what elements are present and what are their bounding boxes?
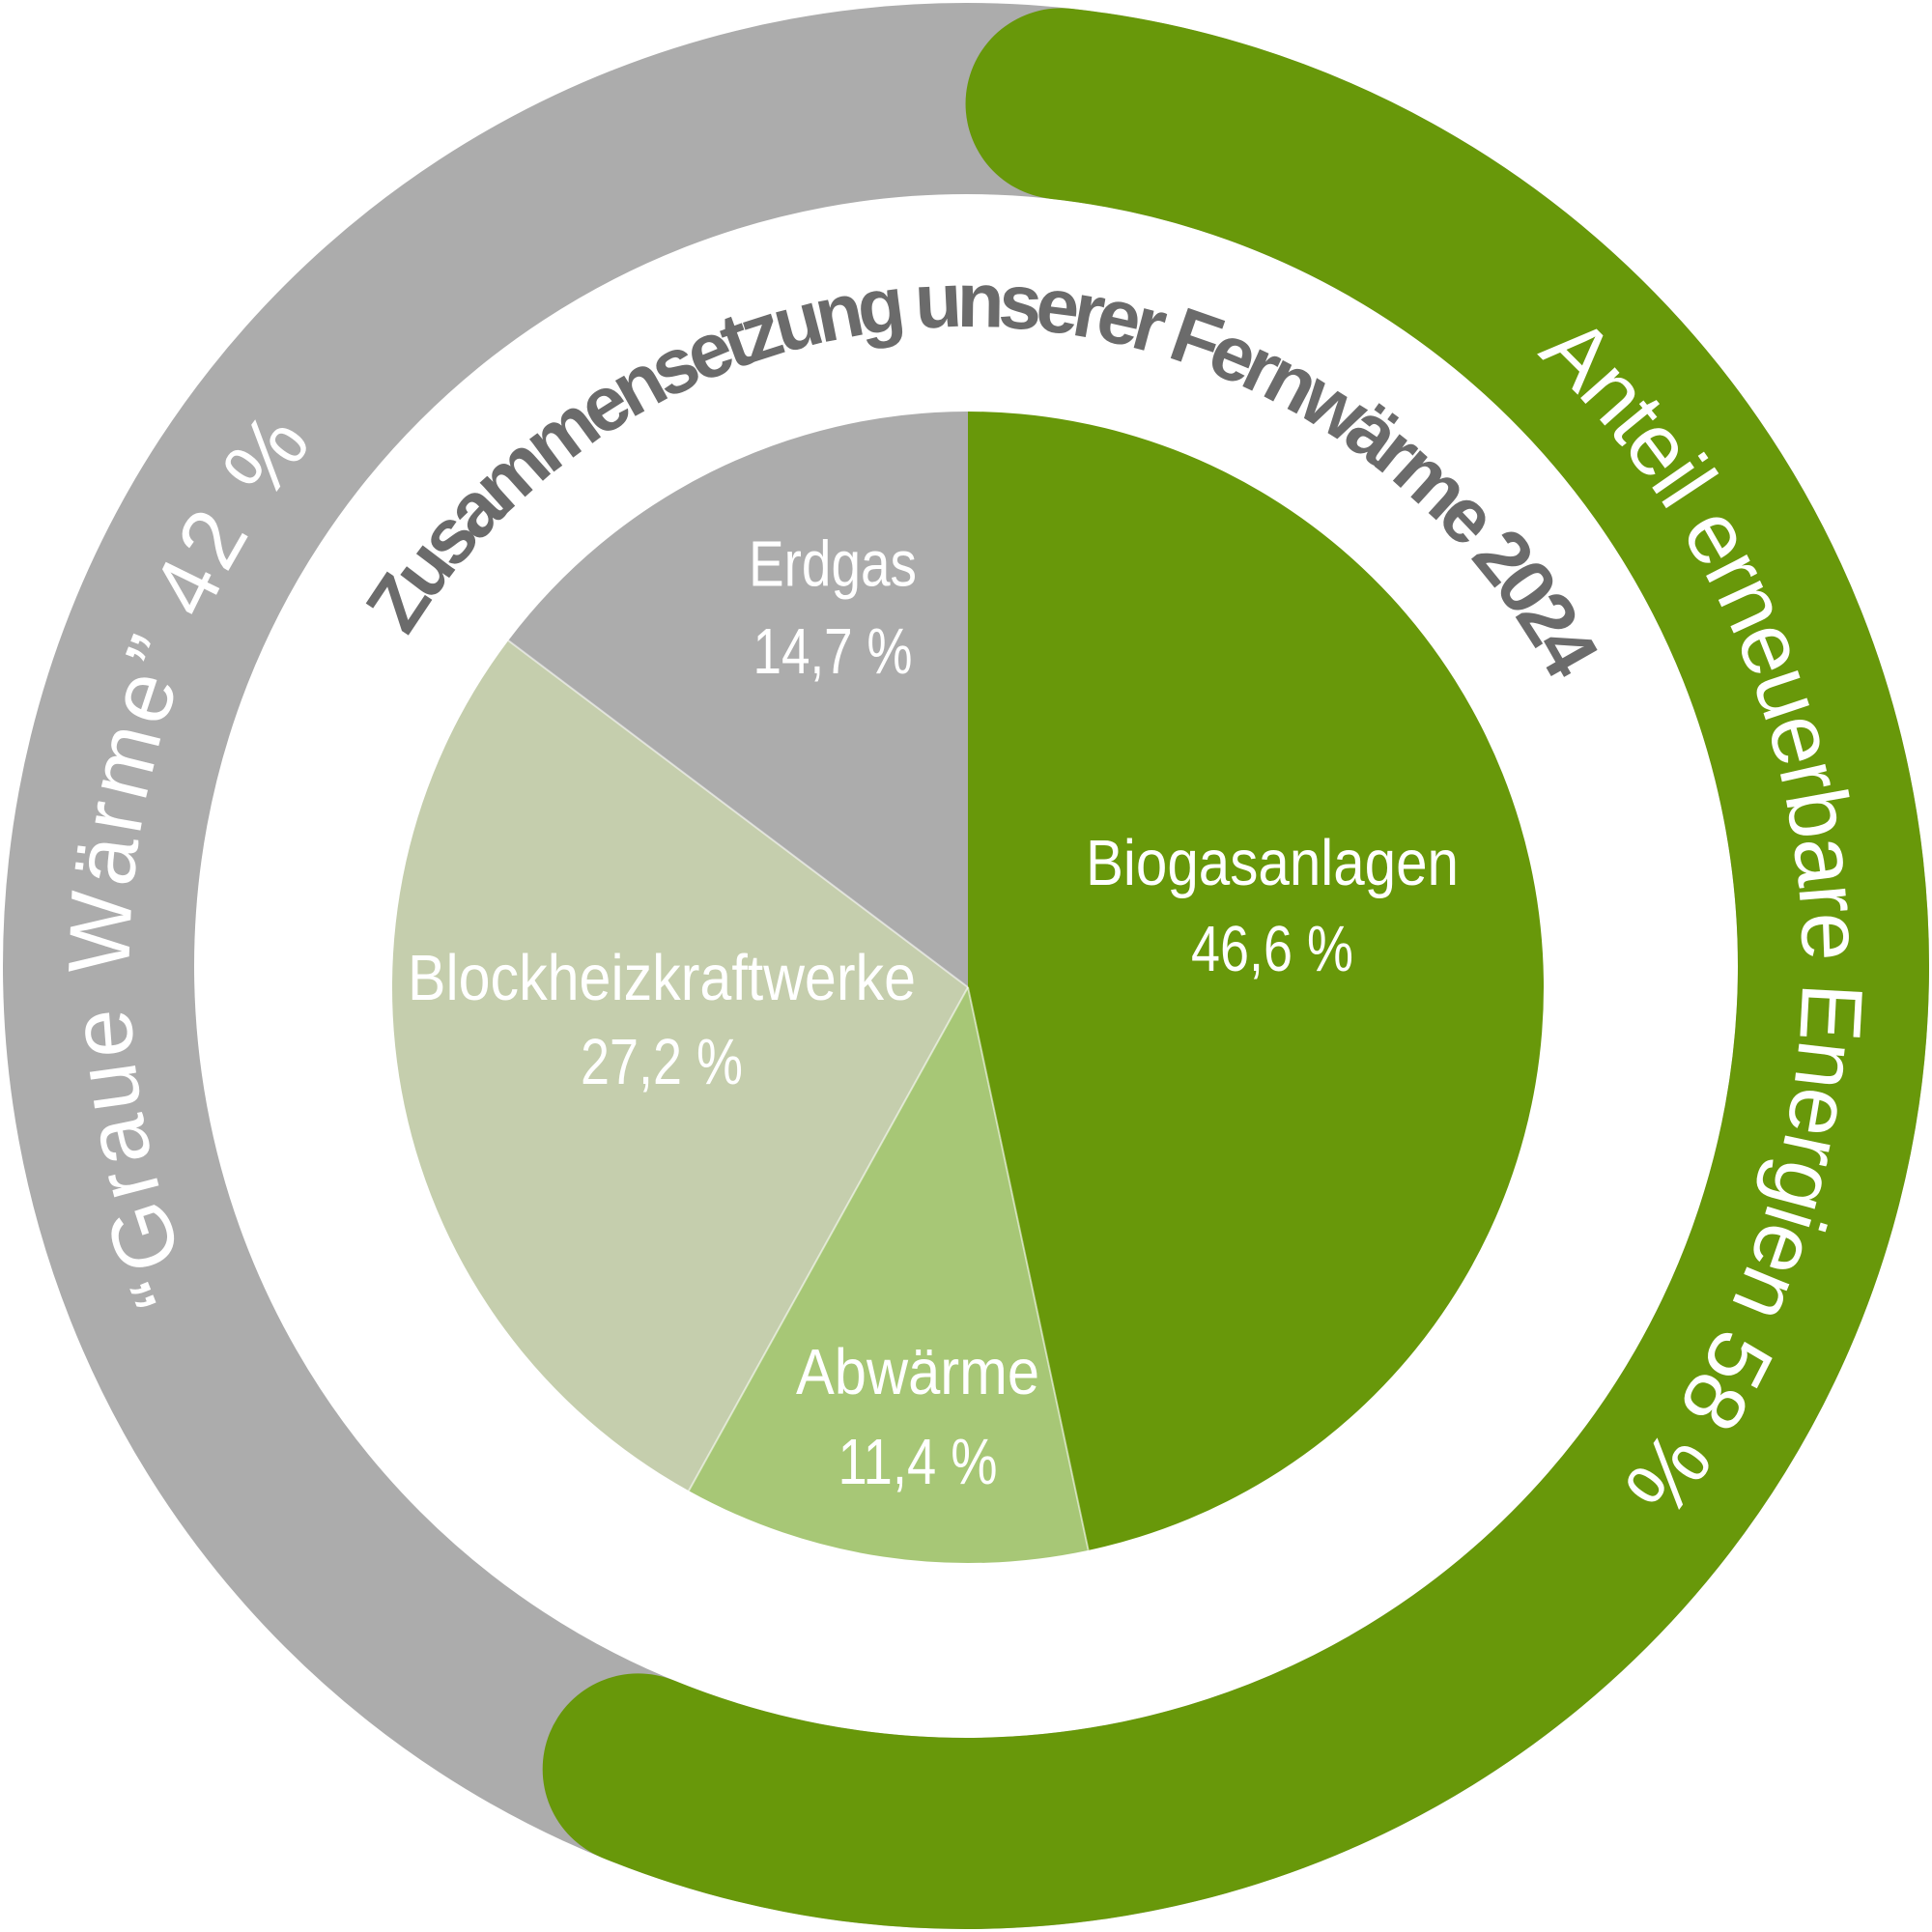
svg-text:14,7 %: 14,7 % (753, 615, 913, 688)
svg-text:46,6 %: 46,6 % (1191, 913, 1353, 985)
svg-text:Biogasanlagen: Biogasanlagen (1086, 827, 1459, 899)
svg-text:Abwärme: Abwärme (796, 1336, 1039, 1408)
svg-text:Erdgas: Erdgas (749, 528, 917, 601)
svg-text:27,2 %: 27,2 % (581, 1026, 743, 1098)
svg-text:Blockheizkraftwerke: Blockheizkraftwerke (408, 942, 916, 1014)
svg-text:11,4 %: 11,4 % (838, 1426, 998, 1498)
